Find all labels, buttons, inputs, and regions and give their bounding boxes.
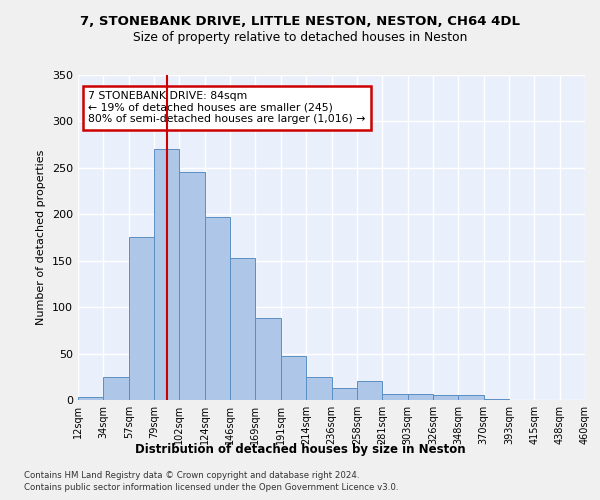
Bar (205, 217, 230, 400)
Bar (103, 377, 128, 400)
Bar (154, 150, 179, 400)
Text: Distribution of detached houses by size in Neston: Distribution of detached houses by size … (134, 442, 466, 456)
Bar (306, 377, 331, 400)
Text: Size of property relative to detached houses in Neston: Size of property relative to detached ho… (133, 31, 467, 44)
Bar (256, 318, 281, 400)
Bar (382, 394, 407, 400)
Bar (433, 396, 458, 400)
Bar (78, 397, 103, 400)
Bar (128, 238, 154, 400)
Bar (357, 382, 382, 400)
Bar (281, 356, 306, 400)
Y-axis label: Number of detached properties: Number of detached properties (37, 150, 46, 325)
Text: Contains public sector information licensed under the Open Government Licence v3: Contains public sector information licen… (24, 483, 398, 492)
Bar (407, 394, 433, 400)
Bar (458, 396, 484, 400)
Bar (484, 399, 509, 400)
Text: 7, STONEBANK DRIVE, LITTLE NESTON, NESTON, CH64 4DL: 7, STONEBANK DRIVE, LITTLE NESTON, NESTO… (80, 15, 520, 28)
Text: 7 STONEBANK DRIVE: 84sqm
← 19% of detached houses are smaller (245)
80% of semi-: 7 STONEBANK DRIVE: 84sqm ← 19% of detach… (88, 91, 365, 124)
Bar (179, 172, 205, 400)
Text: Contains HM Land Registry data © Crown copyright and database right 2024.: Contains HM Land Registry data © Crown c… (24, 471, 359, 480)
Bar (230, 258, 256, 400)
Bar (331, 388, 357, 400)
